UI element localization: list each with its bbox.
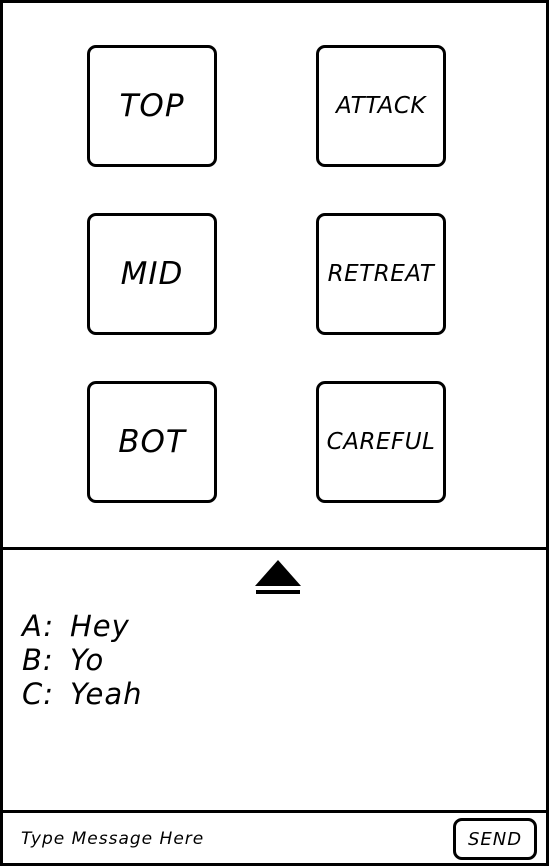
message-input[interactable] — [13, 819, 449, 859]
careful-button[interactable]: CAREFUL — [316, 381, 446, 503]
retreat-button[interactable]: RETREAT — [316, 213, 446, 335]
section-divider — [3, 547, 546, 550]
send-button[interactable]: SEND — [453, 818, 537, 860]
careful-label: CAREFUL — [326, 429, 436, 455]
mid-lane-button[interactable]: MID — [87, 213, 217, 335]
chat-text: Yo — [70, 643, 105, 677]
bot-lane-button[interactable]: BOT — [87, 381, 217, 503]
chat-message: B: Yo — [22, 643, 522, 677]
chat-sender: B: — [22, 643, 54, 677]
chat-message: C: Yeah — [22, 677, 522, 711]
chat-expand-toggle[interactable] — [252, 556, 304, 598]
attack-label: ATTACK — [336, 93, 426, 119]
command-panel: TOP ATTACK MID RETREAT BOT CAREFUL — [3, 3, 546, 547]
chat-log: A: Hey B: Yo C: Yeah — [22, 609, 522, 711]
chat-sender: A: — [22, 609, 55, 643]
composer-divider — [3, 810, 546, 813]
mid-lane-label: MID — [120, 256, 184, 292]
bot-lane-label: BOT — [118, 424, 186, 460]
top-lane-button[interactable]: TOP — [87, 45, 217, 167]
attack-button[interactable]: ATTACK — [316, 45, 446, 167]
chat-text: Yeah — [70, 677, 143, 711]
chat-sender: C: — [22, 677, 55, 711]
chat-message: A: Hey — [22, 609, 522, 643]
top-lane-label: TOP — [119, 88, 185, 124]
retreat-label: RETREAT — [327, 261, 435, 287]
eject-triangle-icon — [255, 560, 301, 594]
chat-text: Hey — [70, 609, 130, 643]
